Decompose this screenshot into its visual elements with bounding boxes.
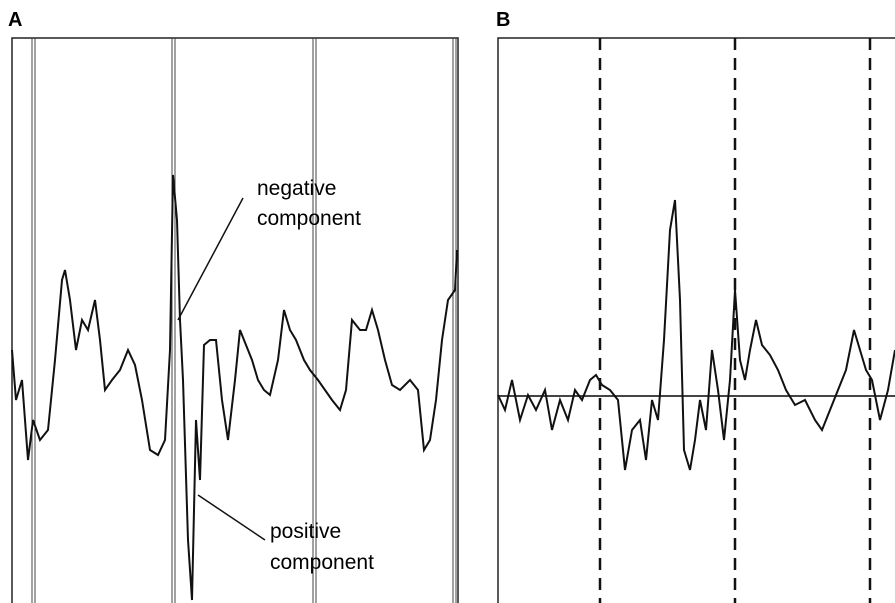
annotation-pointer — [197, 494, 266, 541]
annotation: component — [257, 207, 361, 230]
signal-trace — [11, 174, 458, 601]
panel-a: negative component positive component — [11, 37, 459, 603]
event-lines — [598, 38, 872, 603]
event-lines — [31, 38, 457, 603]
frame — [11, 37, 459, 603]
annotation-pointer — [177, 197, 244, 321]
panel-b — [497, 37, 895, 603]
annotation: negative — [257, 177, 336, 200]
panel-label: B — [496, 9, 510, 31]
signal-trace — [497, 199, 895, 471]
frame — [497, 37, 895, 603]
annotation: positive — [270, 520, 341, 543]
annotation: component — [270, 551, 374, 574]
panel-label: A — [8, 9, 22, 31]
